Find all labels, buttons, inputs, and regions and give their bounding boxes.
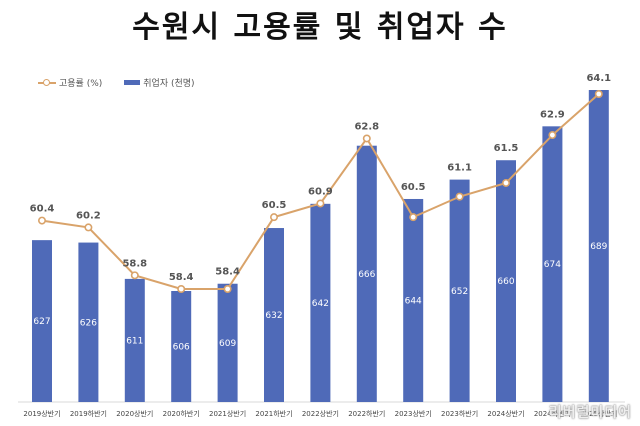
bar-value-label: 674 [544,260,561,270]
x-tick-label: 2023하반기 [441,409,478,418]
bar [264,228,284,402]
legend-label-employed: 취업자 (천명) [143,79,195,89]
bar-value-label: 606 [173,343,190,353]
x-tick-label: 2022상반기 [302,409,339,418]
line-value-label: 62.9 [540,109,565,120]
x-tick-label: 2020하반기 [163,409,200,418]
bar [588,90,609,402]
x-tick-label: 2022하반기 [348,409,385,418]
bar [32,240,52,402]
line-marker [269,213,278,222]
line-value-label: 58.4 [169,272,194,283]
line-value-label: 58.4 [215,267,240,278]
bar [542,126,563,402]
x-tick-label: 2019상반기 [23,409,60,418]
bar [356,145,377,402]
legend-item-employed: 취업자 (천명) [124,76,195,89]
watermark: 리버럴미디어 [548,405,632,421]
x-tick-label: 2019하반기 [70,409,107,418]
chart-title: 수원시 고용률 및 취업자 수 [132,10,508,45]
bar-value-label: 689 [590,242,607,252]
bar [78,242,99,402]
bar [449,179,470,402]
x-tick-label: 2024상반기 [487,409,524,418]
bar-value-label: 644 [405,296,422,306]
x-tick-label: 2020상반기 [116,409,153,418]
bar-value-label: 627 [33,317,50,327]
line-marker [84,223,93,232]
bar-swatch-icon [124,80,141,85]
bar-value-label: 660 [497,277,514,287]
bar-value-label: 632 [265,311,282,321]
line-marker [37,216,46,225]
legend-item-employment-rate: 고용률 (%) [38,76,102,89]
line-marker [223,284,232,293]
line-marker [362,134,371,143]
bar [171,291,192,402]
bar-value-label: 609 [219,339,236,349]
bar-value-label: 652 [451,287,468,297]
legend: 고용률 (%) 취업자 (천명) [38,76,217,89]
line-marker [316,199,325,208]
line-value-label: 62.8 [354,121,379,132]
line-value-label: 61.1 [447,163,472,174]
line-value-label: 58.8 [122,258,147,269]
bar-value-label: 611 [126,336,143,346]
x-tick-label: 2023상반기 [395,409,432,418]
line-value-label: 60.2 [76,210,101,221]
x-tick-label: 2021상반기 [209,409,246,418]
bar [217,283,238,402]
line-value-label: 64.1 [586,73,611,84]
x-tick-label: 2024하반기 [534,409,571,418]
line-value-label: 60.4 [30,204,55,215]
line-marker-icon [38,78,56,86]
line-marker [409,213,418,222]
legend-label-employment-rate: 고용률 (%) [59,79,103,89]
line-value-label: 60.9 [308,186,333,197]
bar-value-label: 666 [358,270,375,280]
line-marker [501,178,510,187]
x-tick-label: 2025상반기 [580,409,617,418]
line-value-label: 60.5 [262,200,287,211]
line-marker [548,131,557,140]
bar [496,160,516,402]
bar [124,278,145,402]
line-marker [177,284,186,293]
line-marker [130,271,139,280]
x-tick-label: 2021하반기 [255,409,292,418]
line-value-label: 60.5 [401,182,426,193]
line-value-label: 61.5 [494,143,519,154]
bar [403,198,424,402]
bar-value-label: 642 [312,299,329,309]
bar [310,203,331,402]
line-marker [455,192,464,201]
bar-value-label: 626 [80,318,97,328]
line-marker [594,90,603,99]
